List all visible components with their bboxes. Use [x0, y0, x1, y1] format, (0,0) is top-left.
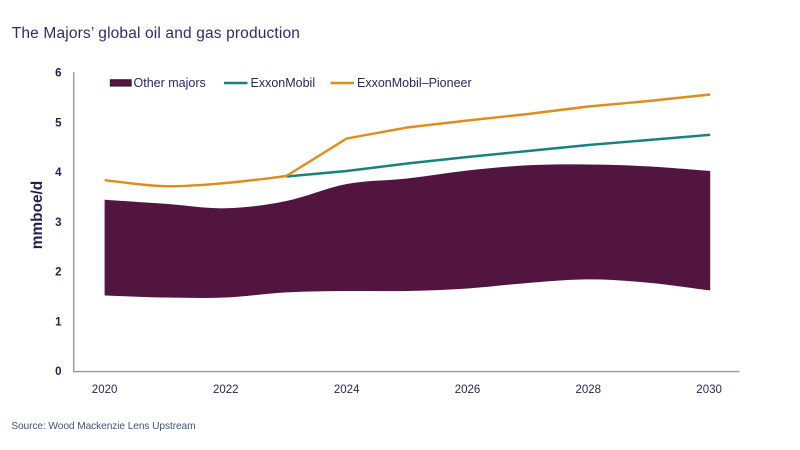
svg-text:2022: 2022 [213, 384, 239, 396]
svg-text:2024: 2024 [334, 384, 360, 396]
svg-text:2028: 2028 [576, 384, 602, 396]
svg-text:2020: 2020 [92, 384, 118, 396]
svg-text:2030: 2030 [696, 384, 722, 396]
svg-text:2: 2 [55, 267, 61, 279]
svg-text:mmboe/d: mmboe/d [29, 181, 46, 249]
svg-text:ExxonMobil: ExxonMobil [251, 76, 316, 90]
svg-text:The Majors’ global oil and gas: The Majors’ global oil and gas productio… [12, 25, 300, 42]
svg-text:0: 0 [55, 366, 61, 378]
svg-text:5: 5 [55, 117, 62, 129]
svg-text:2026: 2026 [455, 384, 481, 396]
svg-text:Other majors: Other majors [134, 76, 206, 90]
svg-text:Source: Wood Mackenzie Lens Up: Source: Wood Mackenzie Lens Upstream [11, 421, 195, 432]
svg-text:1: 1 [55, 316, 62, 328]
svg-text:4: 4 [55, 167, 62, 179]
svg-text:3: 3 [55, 217, 61, 229]
svg-text:ExxonMobil–Pioneer: ExxonMobil–Pioneer [357, 76, 472, 90]
svg-text:6: 6 [55, 68, 61, 80]
